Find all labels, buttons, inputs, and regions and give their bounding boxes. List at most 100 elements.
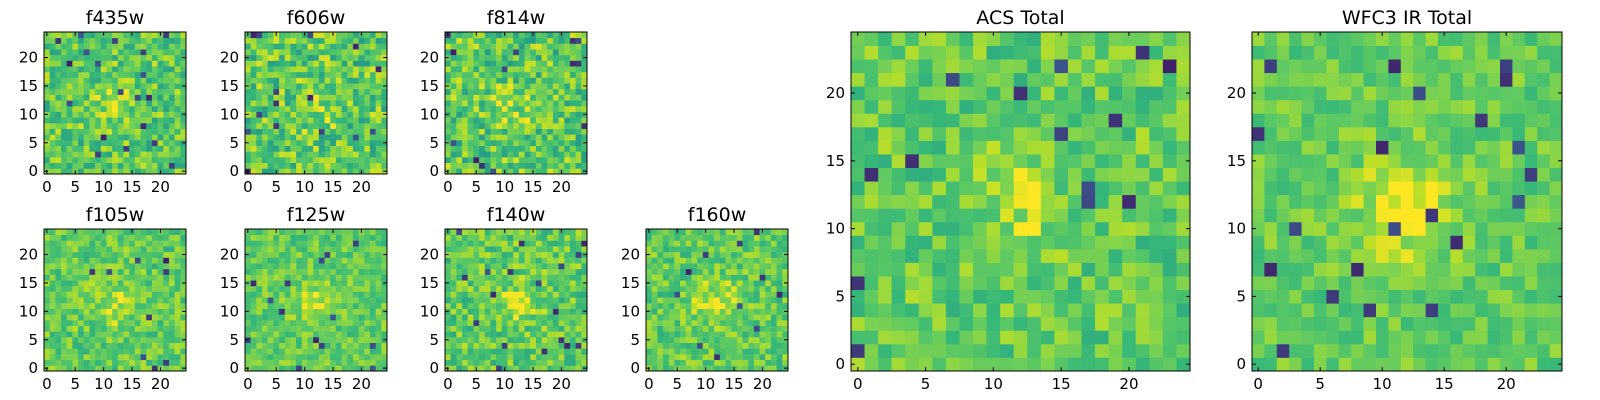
x-tick-label: 20	[352, 178, 371, 196]
heatmap-cell	[364, 348, 371, 355]
heatmap-cell	[140, 302, 147, 309]
heatmap-cell	[708, 308, 715, 315]
heatmap-cell	[753, 308, 760, 315]
heatmap-cell	[714, 331, 721, 338]
heatmap-cell	[524, 94, 531, 101]
heatmap-cell	[1040, 330, 1055, 345]
heatmap-cell	[1149, 181, 1164, 196]
heatmap-cell	[157, 37, 164, 44]
heatmap-cell	[134, 280, 141, 287]
heatmap-cell	[61, 111, 68, 118]
heatmap-cell	[61, 37, 68, 44]
heatmap-cell	[714, 251, 721, 258]
heatmap-cell	[267, 111, 274, 118]
heatmap-cell	[535, 285, 542, 292]
heatmap-cell	[341, 365, 348, 372]
heatmap-cell	[1122, 276, 1137, 291]
heatmap-cell	[134, 88, 141, 95]
heatmap-cell	[72, 94, 79, 101]
heatmap-cell	[66, 308, 73, 315]
heatmap-cell	[157, 134, 164, 141]
heatmap-cell	[129, 263, 136, 270]
heatmap-cell	[547, 285, 554, 292]
heatmap-cell	[100, 162, 107, 169]
heatmap-cell	[95, 66, 102, 73]
heatmap-cell	[490, 168, 497, 175]
heatmap-cell	[381, 285, 388, 292]
heatmap-cell	[284, 88, 291, 95]
heatmap-cell	[284, 156, 291, 164]
heatmap-cell	[456, 139, 463, 146]
heatmap-cell	[496, 145, 503, 152]
heatmap-cell	[973, 208, 987, 223]
heatmap-cell	[496, 240, 503, 247]
heatmap-cell	[467, 325, 474, 332]
heatmap-cell	[518, 263, 525, 270]
heatmap-cell	[347, 94, 354, 101]
heatmap-cell	[959, 181, 974, 196]
heatmap-cell	[541, 365, 548, 372]
heatmap-cell	[352, 285, 359, 292]
heatmap-cell	[267, 319, 274, 326]
heatmap-cell	[267, 134, 274, 141]
x-tick-label: 0	[644, 375, 654, 393]
heatmap-cell	[702, 280, 709, 287]
heatmap-cell	[61, 302, 68, 309]
heatmap-cell	[256, 54, 263, 61]
heatmap-cell	[462, 263, 469, 270]
heatmap-cell	[685, 246, 692, 253]
heatmap-cell	[674, 348, 681, 355]
heatmap-cell	[296, 365, 303, 372]
heatmap-cell	[719, 251, 726, 258]
heatmap-cell	[318, 139, 325, 146]
heatmap-cell	[369, 49, 377, 56]
heatmap-cell	[651, 257, 658, 264]
heatmap-cell	[117, 229, 124, 236]
heatmap-cell	[657, 285, 664, 292]
heatmap-cell	[564, 122, 571, 129]
heatmap-cell	[163, 274, 170, 281]
heatmap-cell	[552, 314, 559, 321]
heatmap-cell	[1013, 181, 1028, 196]
heatmap-cell	[558, 83, 565, 90]
heatmap-cell	[250, 111, 257, 118]
heatmap-cell	[335, 54, 342, 61]
heatmap-cell	[134, 308, 141, 315]
heatmap-cell	[541, 32, 548, 39]
heatmap-cell	[307, 32, 314, 39]
heatmap-cell	[117, 336, 124, 343]
heatmap-cell	[352, 251, 359, 258]
heatmap-cell	[100, 291, 107, 298]
heatmap-cell	[89, 319, 96, 326]
heatmap-cell	[72, 348, 79, 355]
heatmap-cell	[541, 359, 548, 366]
heatmap-cell	[518, 251, 525, 258]
heatmap-cell	[507, 100, 514, 107]
heatmap-cell	[66, 49, 73, 56]
heatmap-cell	[95, 134, 102, 141]
heatmap-cell	[44, 66, 51, 73]
heatmap-cell	[123, 257, 130, 264]
heatmap-cell	[535, 37, 542, 44]
heatmap-cell	[335, 274, 342, 281]
heatmap-cell	[479, 66, 486, 73]
heatmap-cell	[530, 336, 537, 343]
heatmap-cell	[151, 325, 158, 332]
heatmap-cell	[364, 291, 371, 298]
heatmap-cell	[513, 285, 520, 292]
heatmap-cell	[262, 365, 269, 372]
y-tick-label: 5	[28, 134, 38, 152]
heatmap-cell	[490, 308, 497, 315]
heatmap-cell	[100, 325, 107, 332]
heatmap-cell	[95, 319, 102, 326]
heatmap-cell	[262, 297, 269, 304]
heatmap-cell	[770, 348, 778, 355]
heatmap-cell	[490, 151, 497, 158]
heatmap-cell	[83, 285, 90, 292]
heatmap-cell	[72, 49, 79, 56]
heatmap-cell	[330, 94, 337, 101]
heatmap-cell	[564, 37, 571, 44]
heatmap-cell	[163, 314, 170, 321]
